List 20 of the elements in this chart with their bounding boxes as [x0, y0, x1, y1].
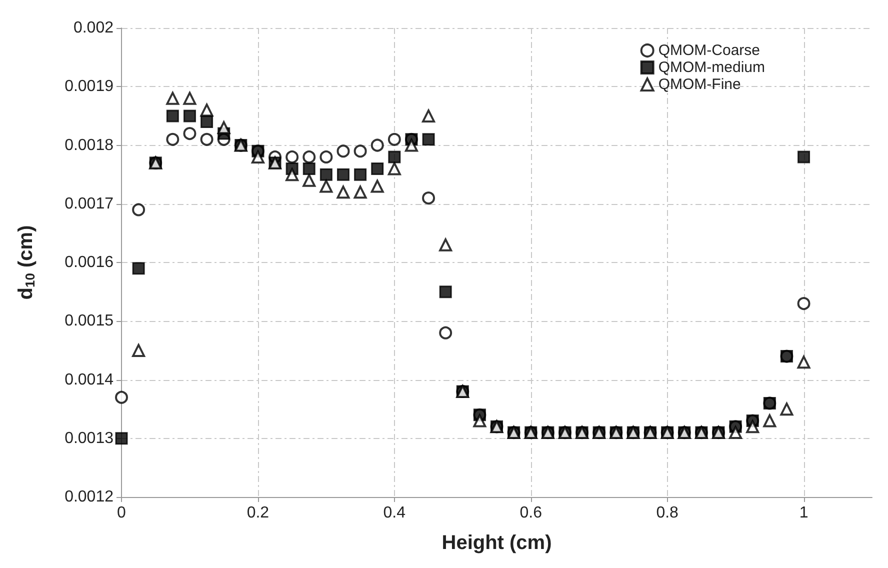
x-axis-title: Height (cm) [442, 532, 552, 554]
y-tick-label: 0.0013 [64, 430, 114, 447]
y-tick-label: 0.0019 [64, 78, 114, 96]
y-tick-label: 0.0014 [64, 371, 114, 388]
x-tick-label: 0.6 [520, 504, 542, 522]
y-tick-label: 0.0012 [64, 488, 114, 506]
legend-label: QMOM-Coarse [658, 42, 760, 59]
y-axis-title: d10 (cm) [15, 225, 38, 300]
y-tick-label: 0.0015 [64, 312, 114, 330]
legend-label: QMOM-Fine [658, 76, 741, 93]
x-tick-label: 0.2 [246, 504, 270, 522]
x-tick-label: 0 [117, 504, 126, 522]
y-tick-label: 0.002 [73, 20, 114, 36]
legend-label: QMOM-medium [658, 59, 765, 76]
y-tick-label: 0.0016 [64, 254, 114, 271]
x-tick-label: 0.8 [656, 504, 679, 522]
x-tick-label: 0.4 [383, 504, 406, 522]
y-tick-label: 0.0018 [64, 136, 114, 154]
y-tick-label: 0.0017 [64, 195, 114, 212]
x-tick-label: 1 [799, 504, 808, 522]
